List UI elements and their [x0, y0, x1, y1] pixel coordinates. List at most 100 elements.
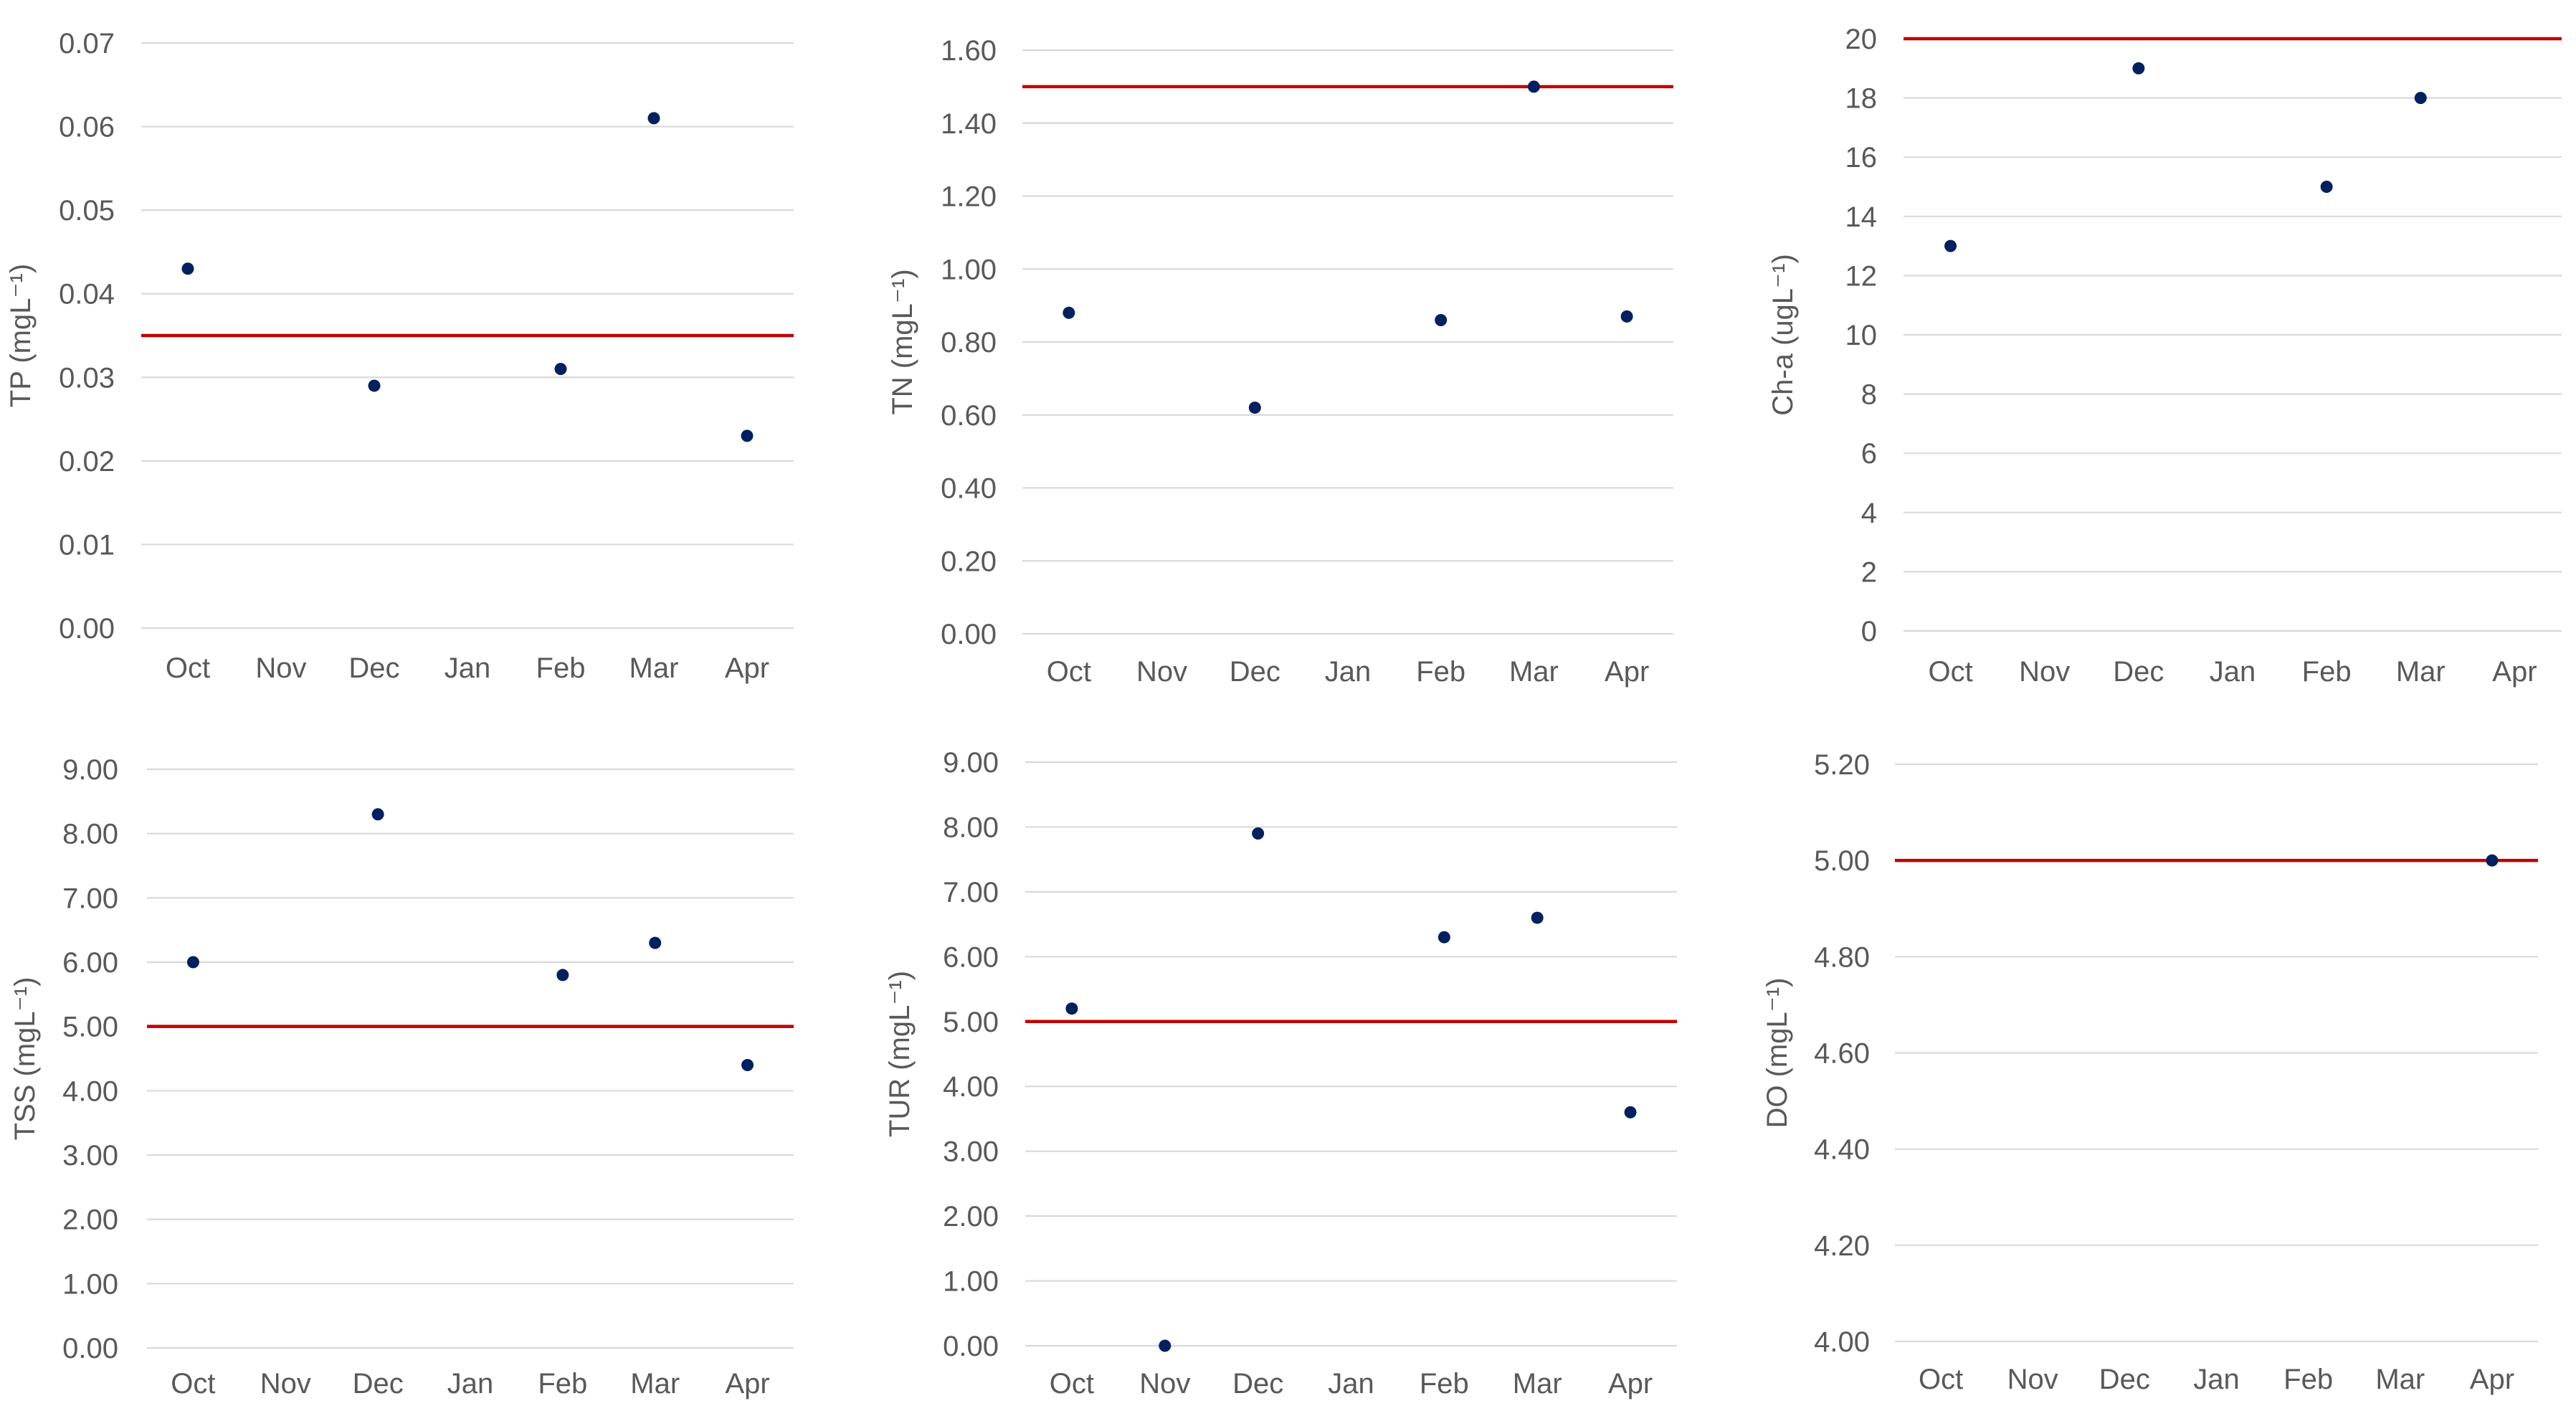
data-point: [1248, 402, 1261, 414]
y-tick-label: 0.02: [59, 446, 115, 478]
x-tick-label: Nov: [1139, 1368, 1190, 1400]
y-tick-label: 4.60: [1814, 1038, 1870, 1070]
y-tick-label: 4.00: [943, 1071, 999, 1103]
data-point: [186, 956, 199, 969]
y-tick-label: 1.60: [941, 35, 997, 67]
y-axis-title: TP (mgL⁻¹): [5, 264, 37, 407]
x-tick-label: Mar: [2396, 656, 2446, 688]
y-tick-label: 8: [1861, 379, 1877, 411]
y-tick-label: 0.05: [59, 195, 115, 227]
y-tick-label: 0.00: [943, 1331, 999, 1362]
x-tick-label: Jan: [1328, 1368, 1374, 1400]
data-point: [1624, 1106, 1637, 1118]
data-point: [181, 262, 194, 275]
x-tick-label: Jan: [447, 1368, 494, 1400]
y-tick-label: 6.00: [62, 947, 118, 979]
y-tick-label: 5.00: [943, 1007, 999, 1038]
y-tick-label: 4.20: [1814, 1230, 1870, 1262]
data-point: [2414, 92, 2427, 105]
y-tick-label: 2.00: [943, 1201, 999, 1232]
chart-panel-4: 0.00 1.00 2.00 3.00 4.00 5.00 6.00 7.00 8.00 9.00…: [9, 754, 794, 1400]
x-tick-label: Mar: [630, 1368, 680, 1400]
chart-panel-1: 0.00 0.01 0.02 0.03 0.04 0.05 0.06 0.07 Oct Nov De…: [5, 28, 794, 684]
x-tick-label: Dec: [1232, 1368, 1283, 1400]
y-tick-label: 1.00: [941, 254, 997, 285]
y-tick-label: 18: [1845, 83, 1878, 115]
y-tick-label: 0.40: [941, 473, 997, 505]
y-axis-title: TN (mgL⁻¹): [887, 269, 918, 414]
data-point: [1944, 239, 1957, 252]
x-tick-label: Apr: [1605, 656, 1649, 688]
x-tick-label: Feb: [2302, 656, 2352, 688]
x-tick-label: Dec: [2113, 656, 2164, 688]
x-tick-label: Apr: [725, 1368, 769, 1400]
x-tick-label: Apr: [2492, 656, 2537, 688]
x-tick-label: Dec: [348, 652, 399, 684]
data-point: [1620, 310, 1633, 323]
x-tick-label: Mar: [1513, 1368, 1562, 1400]
x-tick-label: Oct: [171, 1368, 215, 1400]
chart-panel-3: 0 2 4 6 8 10 12 14 16 18 20 Oct Nov Dec Jan Feb Mar Apr Ch…: [1767, 24, 2562, 688]
y-tick-label: 16: [1845, 142, 1878, 174]
x-tick-label: Nov: [260, 1368, 311, 1400]
data-point: [1252, 827, 1265, 840]
data-point: [556, 969, 569, 982]
y-tick-label: 0.60: [941, 400, 997, 432]
data-point: [1435, 313, 1448, 326]
y-tick-label: 7.00: [62, 883, 118, 914]
data-point: [1437, 931, 1450, 944]
chart-panel-5: 0.00 1.00 2.00 3.00 4.00 5.00 6.00 7.00 8.00 9.00…: [884, 747, 1677, 1400]
y-tick-label: 8.00: [943, 812, 999, 843]
x-tick-label: Feb: [536, 652, 586, 684]
y-tick-label: 0.07: [59, 28, 115, 60]
x-tick-label: Jan: [2210, 656, 2256, 688]
data-point: [554, 363, 567, 376]
x-tick-label: Oct: [1050, 1368, 1094, 1400]
y-tick-label: 1.40: [941, 108, 997, 140]
y-tick-label: 0: [1861, 616, 1877, 647]
x-tick-label: Feb: [538, 1368, 587, 1400]
y-tick-label: 6: [1861, 438, 1877, 470]
y-tick-label: 20: [1845, 24, 1878, 55]
y-tick-label: 4.80: [1814, 941, 1870, 973]
x-tick-label: Oct: [166, 652, 210, 684]
x-tick-label: Apr: [1608, 1368, 1653, 1400]
x-tick-label: Apr: [2470, 1364, 2514, 1395]
x-tick-label: Apr: [725, 652, 769, 684]
y-tick-label: 0.03: [59, 362, 115, 394]
y-tick-label: 6.00: [943, 941, 999, 973]
y-tick-label: 0.00: [59, 613, 115, 645]
x-tick-label: Nov: [1136, 656, 1187, 688]
x-tick-label: Nov: [2019, 656, 2070, 688]
y-tick-label: 2: [1861, 556, 1877, 588]
x-tick-label: Dec: [353, 1368, 404, 1400]
y-tick-label: 5.20: [1814, 749, 1870, 781]
data-point: [1531, 911, 1544, 924]
y-axis-title: DO (mgL⁻¹): [1762, 978, 1793, 1129]
data-point: [2132, 62, 2145, 75]
y-axis-title: TUR (mgL⁻¹): [884, 971, 916, 1137]
y-tick-label: 9.00: [62, 754, 118, 786]
chart-panel-2: 0.00 0.20 0.40 0.60 0.80 1.00 1.20 1.40 1.60 Oct N…: [887, 35, 1673, 688]
y-tick-label: 0.04: [59, 279, 115, 310]
chart-panel-6: 4.00 4.20 4.40 4.60 4.80 5.00 5.20 Oct Nov Dec Jan…: [1762, 749, 2538, 1395]
y-tick-label: 0.20: [941, 546, 997, 577]
y-tick-label: 12: [1845, 260, 1878, 292]
data-point: [741, 1058, 754, 1071]
data-point: [2486, 854, 2499, 867]
y-axis-title: Ch-a (ugL⁻¹): [1767, 254, 1799, 416]
data-point: [647, 112, 660, 125]
y-tick-label: 4.40: [1814, 1134, 1870, 1166]
y-tick-label: 4.00: [62, 1075, 118, 1107]
y-tick-label: 0.00: [62, 1333, 118, 1364]
y-tick-label: 3.00: [943, 1136, 999, 1168]
y-tick-label: 5.00: [1814, 845, 1870, 877]
x-tick-label: Jan: [2193, 1364, 2240, 1395]
y-tick-label: 4.00: [1814, 1326, 1870, 1358]
x-tick-label: Dec: [2099, 1364, 2150, 1395]
y-tick-label: 7.00: [943, 877, 999, 908]
x-tick-label: Jan: [445, 652, 491, 684]
y-tick-label: 9.00: [943, 747, 999, 779]
y-tick-label: 1.20: [941, 181, 997, 213]
